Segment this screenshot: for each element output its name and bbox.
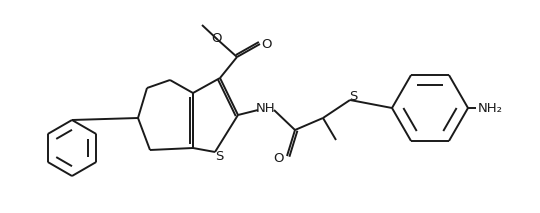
Text: NH₂: NH₂: [477, 102, 503, 115]
Text: O: O: [261, 37, 271, 50]
Text: S: S: [215, 150, 223, 163]
Text: NH: NH: [256, 102, 276, 115]
Text: O: O: [274, 151, 284, 164]
Text: O: O: [212, 32, 222, 45]
Text: S: S: [349, 91, 357, 104]
